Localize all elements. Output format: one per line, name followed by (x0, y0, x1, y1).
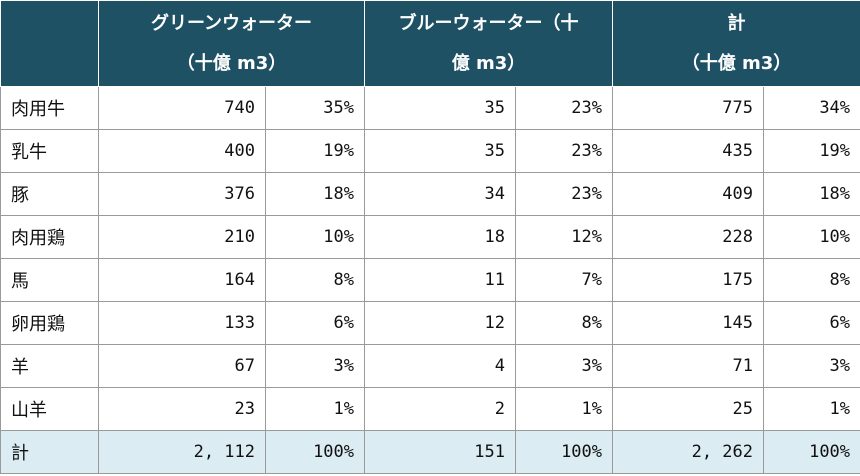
cell-green: 376 (98, 172, 266, 216)
cell-total: 409 (612, 172, 765, 216)
cell-label: 肉用牛 (0, 86, 99, 130)
cell-total-pct: 18% (763, 172, 860, 216)
cell-blue: 35 (364, 86, 517, 130)
table-row: 卵用鶏 133 6% 12 8% 145 6% (0, 301, 860, 345)
cell-label: 肉用鶏 (0, 215, 99, 259)
total-green-value: 2, 112 (98, 430, 266, 474)
cell-blue-pct: 3% (515, 344, 614, 388)
header-green-water: グリーンウォーター （十億 m3） (97, 0, 366, 87)
cell-blue-pct: 23% (515, 86, 614, 130)
cell-total: 25 (612, 387, 765, 431)
cell-blue: 12 (364, 301, 517, 345)
table-row: 乳牛 400 19% 35 23% 435 19% (0, 129, 860, 173)
cell-total-pct: 8% (763, 258, 860, 302)
table-row: 馬 164 8% 11 7% 175 8% (0, 258, 860, 302)
cell-total-pct: 1% (763, 387, 860, 431)
cell-total-pct: 6% (763, 301, 860, 345)
header-total: 計 （十億 m3） (612, 0, 860, 87)
cell-label: 羊 (0, 344, 99, 388)
cell-blue-pct: 12% (515, 215, 614, 259)
total-total-value: 2, 262 (612, 430, 765, 474)
header-green-line1: グリーンウォーター (150, 12, 313, 34)
cell-green-pct: 3% (264, 344, 366, 388)
cell-green: 164 (98, 258, 266, 302)
header-total-line1: 計 (727, 12, 746, 34)
total-blue-value: 151 (364, 430, 517, 474)
cell-total: 145 (612, 301, 765, 345)
total-blue-pct: 100% (515, 430, 614, 474)
header-blue-line1: ブルーウォーター（十 (398, 12, 579, 34)
cell-green-pct: 8% (264, 258, 366, 302)
cell-green: 210 (98, 215, 266, 259)
cell-green: 133 (98, 301, 266, 345)
cell-green-pct: 1% (264, 387, 366, 431)
header-blue-line2: 億 m3） (451, 52, 526, 74)
cell-total: 71 (612, 344, 765, 388)
cell-total-pct: 34% (763, 86, 860, 130)
cell-label: 豚 (0, 172, 99, 216)
cell-green-pct: 10% (264, 215, 366, 259)
cell-label: 馬 (0, 258, 99, 302)
cell-blue: 34 (364, 172, 517, 216)
cell-green-pct: 35% (264, 86, 366, 130)
table-row: 山羊 23 1% 2 1% 25 1% (0, 387, 860, 431)
header-total-line2: （十億 m3） (681, 52, 792, 74)
table-row: 肉用牛 740 35% 35 23% 775 34% (0, 86, 860, 130)
cell-blue-pct: 23% (515, 172, 614, 216)
header-green-line2: （十億 m3） (176, 52, 287, 74)
cell-total-pct: 10% (763, 215, 860, 259)
cell-green-pct: 19% (264, 129, 366, 173)
table-row: 豚 376 18% 34 23% 409 18% (0, 172, 860, 216)
cell-label: 卵用鶏 (0, 301, 99, 345)
cell-total: 228 (612, 215, 765, 259)
cell-blue: 35 (364, 129, 517, 173)
total-green-pct: 100% (264, 430, 366, 474)
cell-blue-pct: 7% (515, 258, 614, 302)
cell-total-pct: 3% (763, 344, 860, 388)
cell-green: 23 (98, 387, 266, 431)
cell-total: 175 (612, 258, 765, 302)
cell-total: 775 (612, 86, 765, 130)
cell-blue: 18 (364, 215, 517, 259)
cell-label: 山羊 (0, 387, 99, 431)
total-row: 計 2, 112 100% 151 100% 2, 262 100% (0, 430, 860, 474)
header-row: グリーンウォーター （十億 m3） ブルーウォーター（十 億 m3） 計 （十億… (0, 0, 860, 87)
cell-blue: 4 (364, 344, 517, 388)
cell-green: 67 (98, 344, 266, 388)
cell-green-pct: 6% (264, 301, 366, 345)
cell-blue-pct: 1% (515, 387, 614, 431)
header-blue-water: ブルーウォーター（十 億 m3） (364, 0, 614, 87)
cell-blue-pct: 8% (515, 301, 614, 345)
cell-total: 435 (612, 129, 765, 173)
table-body: 肉用牛 740 35% 35 23% 775 34% 乳牛 400 19% 35 23% 435 19% 豚… (0, 86, 860, 474)
table-row: 羊 67 3% 4 3% 71 3% (0, 344, 860, 388)
cell-green: 740 (98, 86, 266, 130)
cell-blue: 2 (364, 387, 517, 431)
cell-blue: 11 (364, 258, 517, 302)
table-row: 肉用鶏 210 10% 18 12% 228 10% (0, 215, 860, 259)
total-total-pct: 100% (763, 430, 860, 474)
total-label: 計 (0, 430, 99, 474)
cell-blue-pct: 23% (515, 129, 614, 173)
cell-label: 乳牛 (0, 129, 99, 173)
header-corner-cell (0, 0, 99, 87)
cell-green: 400 (98, 129, 266, 173)
cell-green-pct: 18% (264, 172, 366, 216)
cell-total-pct: 19% (763, 129, 860, 173)
